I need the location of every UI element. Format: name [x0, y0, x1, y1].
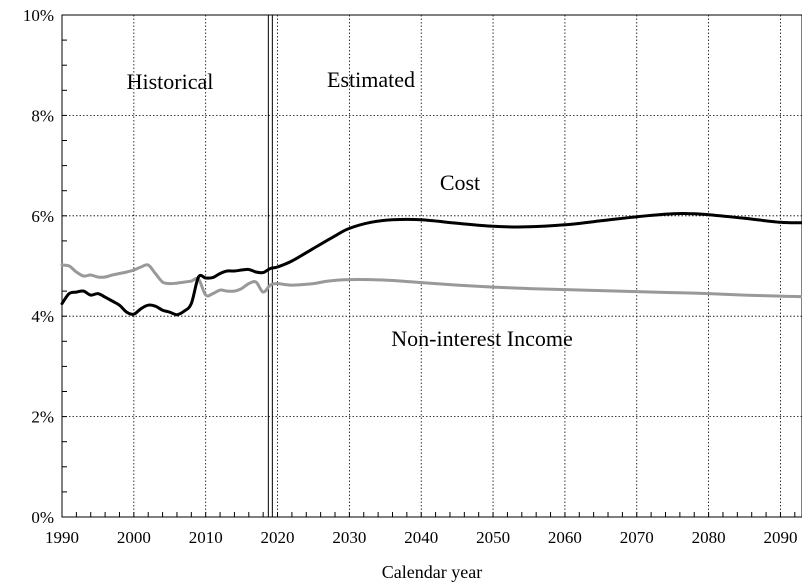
x-tick-label: 2030	[332, 528, 366, 547]
x-tick-label: 2010	[189, 528, 223, 547]
y-tick-label: 0%	[31, 508, 54, 527]
x-tick-label: 2060	[548, 528, 582, 547]
y-tick-label: 8%	[31, 106, 54, 125]
x-tick-label: 2080	[692, 528, 726, 547]
x-tick-label: 1990	[45, 528, 79, 547]
x-tick-label: 2000	[117, 528, 151, 547]
x-tick-labels: 1990 2000 2010 2020 2030 2040 2050 2060 2070 2080…	[45, 528, 797, 547]
series-lines	[62, 214, 802, 315]
historical-estimated-divider	[268, 15, 272, 517]
x-axis-label: Calendar year	[382, 562, 482, 582]
y-tick-label: 10%	[23, 6, 54, 25]
y-tick-labels: 0% 2% 4% 6% 8% 10%	[23, 6, 54, 527]
y-tick-label: 4%	[31, 307, 54, 326]
cost-line	[62, 214, 802, 315]
y-tick-label: 6%	[31, 207, 54, 226]
x-tick-label: 2090	[763, 528, 797, 547]
x-tick-label: 2050	[476, 528, 510, 547]
historical-label: Historical	[127, 69, 214, 94]
estimated-label: Estimated	[327, 67, 415, 92]
x-tick-label: 2020	[261, 528, 295, 547]
x-tick-label: 2040	[404, 528, 438, 547]
cost-label: Cost	[440, 170, 480, 195]
x-tick-label: 2070	[620, 528, 654, 547]
income-label: Non-interest Income	[391, 326, 572, 351]
y-tick-label: 2%	[31, 408, 54, 427]
non-interest-income-line	[62, 265, 802, 297]
